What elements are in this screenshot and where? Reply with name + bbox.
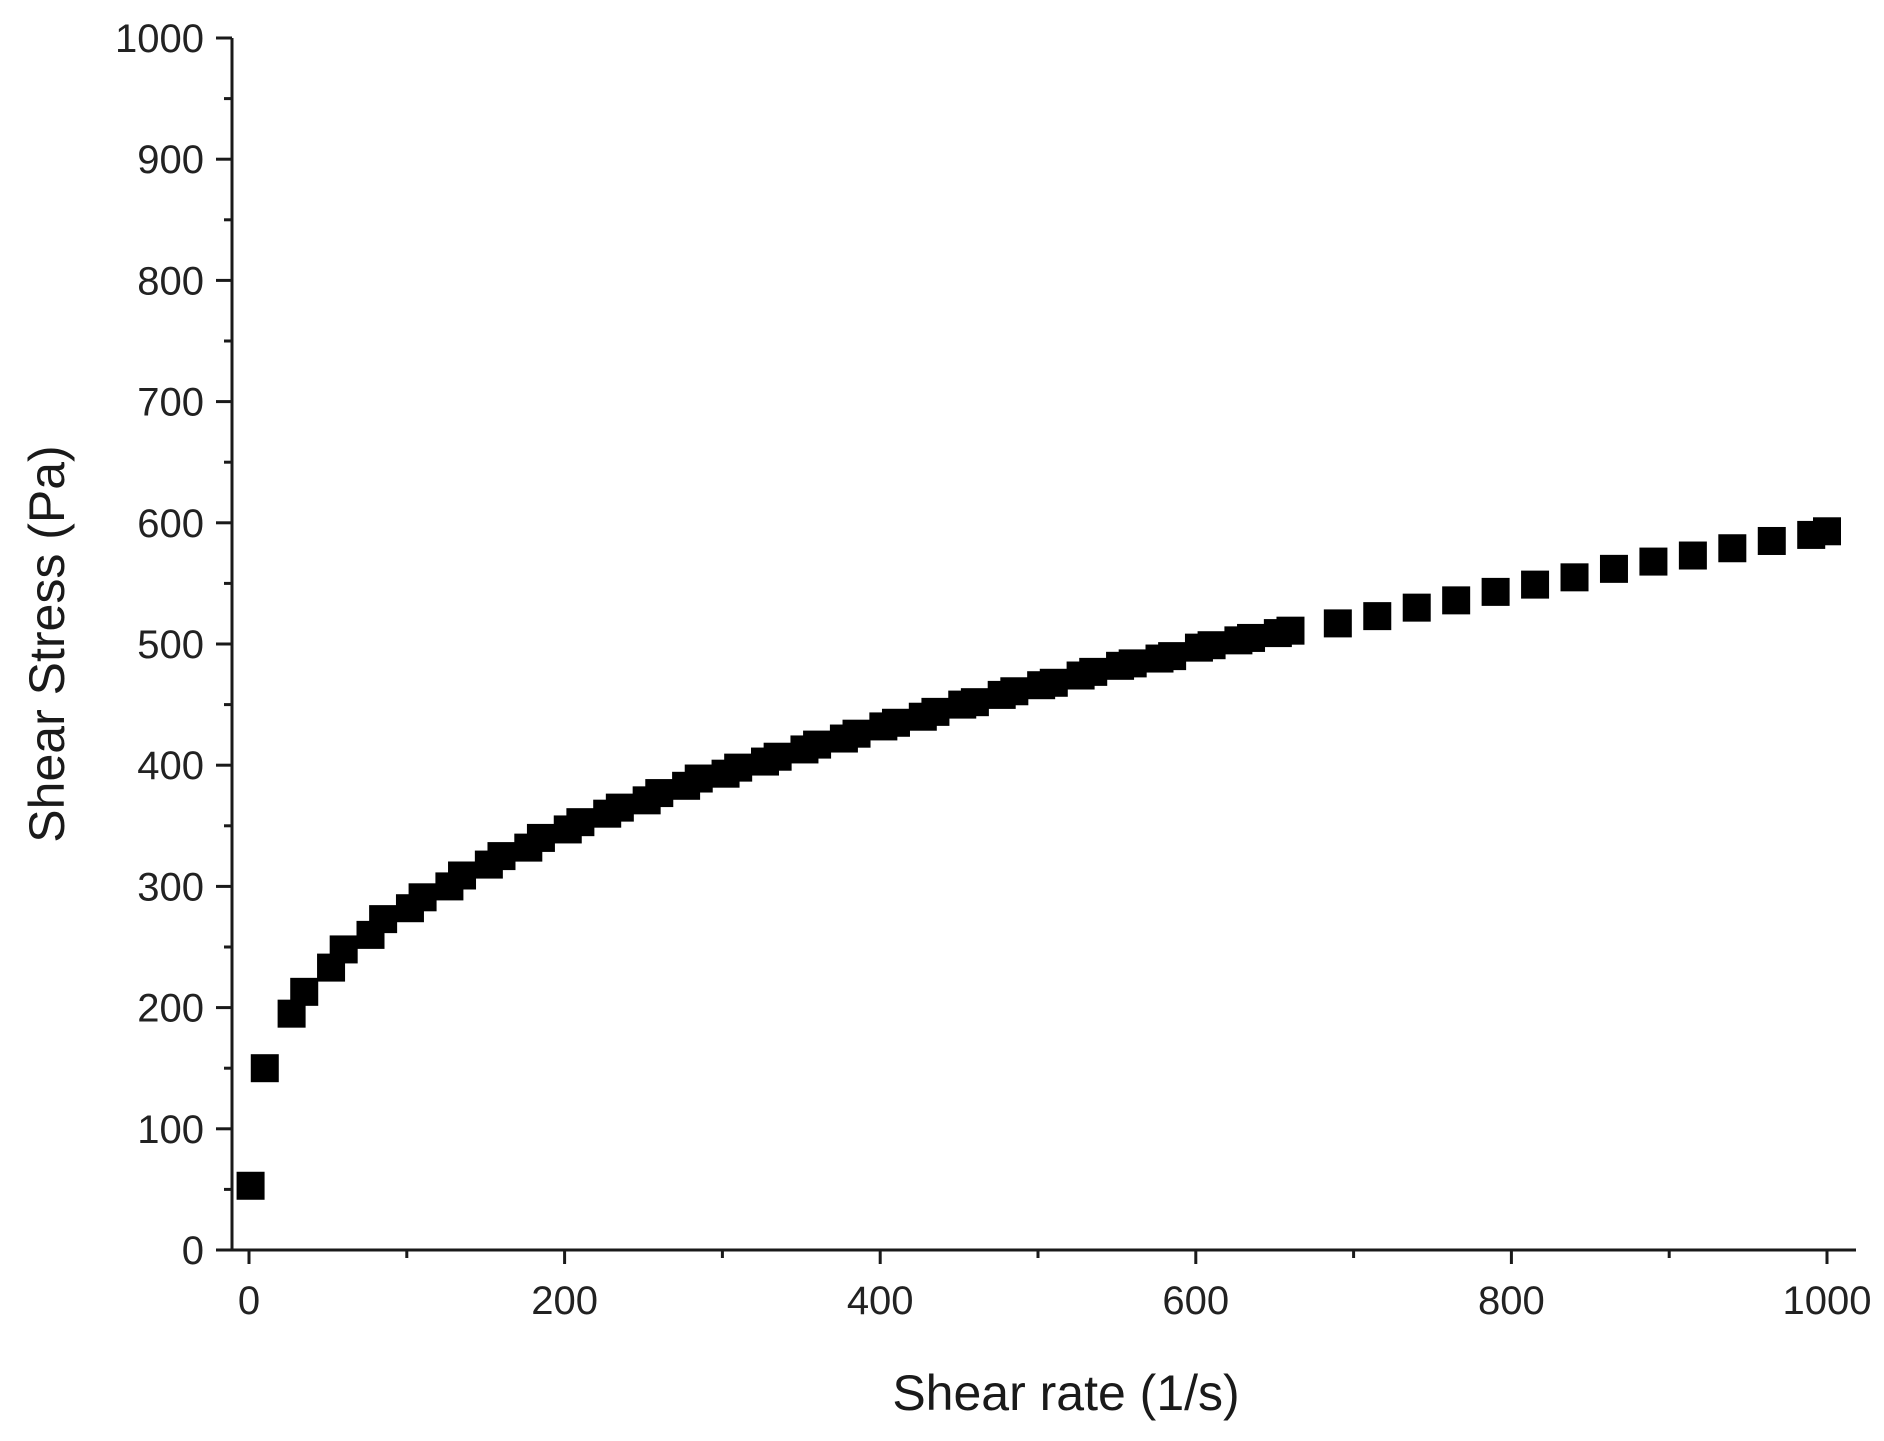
x-tick-label: 600 <box>1162 1279 1229 1323</box>
y-tick-label: 200 <box>137 987 204 1031</box>
data-point <box>566 808 595 837</box>
x-tick-label: 200 <box>531 1279 598 1323</box>
y-tick-label: 100 <box>137 1108 204 1152</box>
data-point <box>1402 593 1431 622</box>
data-point <box>763 742 792 771</box>
y-tick-label: 600 <box>137 502 204 546</box>
y-tick-label: 400 <box>137 744 204 788</box>
data-point <box>1757 526 1786 555</box>
y-tick-label: 1000 <box>115 17 204 61</box>
data-point <box>1363 602 1392 631</box>
x-tick-label: 0 <box>238 1279 260 1323</box>
y-tick-label: 800 <box>137 259 204 303</box>
data-point <box>1158 642 1187 671</box>
x-axis-title: Shear rate (1/s) <box>892 1365 1239 1421</box>
data-point <box>1197 631 1226 660</box>
data-point <box>1276 616 1305 645</box>
x-axis-ticks: 0 200 400 600 800 1000 <box>238 1250 1872 1323</box>
data-point <box>881 708 910 737</box>
data-point <box>526 823 555 852</box>
y-axis-title: Shear Stress (Pa) <box>19 445 75 842</box>
data-point <box>960 688 989 717</box>
data-point <box>448 861 477 890</box>
data-point <box>236 1171 265 1200</box>
data-point <box>1323 609 1352 638</box>
x-tick-label: 1000 <box>1783 1279 1872 1323</box>
data-point <box>408 883 437 912</box>
data-point <box>369 905 398 934</box>
data-point <box>250 1054 279 1083</box>
data-point <box>1813 517 1841 546</box>
data-point <box>1521 570 1550 599</box>
data-point <box>290 977 319 1006</box>
data-point <box>684 764 713 793</box>
data-point <box>1481 577 1510 606</box>
y-tick-label: 900 <box>137 138 204 182</box>
data-point <box>1079 657 1108 686</box>
data-point <box>605 793 634 822</box>
data-point <box>1237 623 1266 652</box>
data-point <box>1599 554 1628 583</box>
data-point <box>842 719 871 748</box>
data-point <box>1678 541 1707 570</box>
y-tick-label: 700 <box>137 381 204 425</box>
data-point <box>1118 649 1147 678</box>
data-point <box>1718 534 1747 563</box>
data-point <box>1000 677 1029 706</box>
data-point <box>1639 547 1668 576</box>
y-tick-label: 300 <box>137 865 204 909</box>
data-points <box>236 517 1841 1200</box>
y-axis-ticks: 0 100 200 300 400 500 600 700 800 900 1000 <box>115 17 232 1273</box>
data-point <box>803 730 832 759</box>
x-tick-label: 800 <box>1478 1279 1545 1323</box>
data-point <box>921 697 950 726</box>
data-point <box>329 935 358 964</box>
x-tick-label: 400 <box>847 1279 914 1323</box>
y-tick-label: 500 <box>137 623 204 667</box>
data-point <box>1039 668 1068 697</box>
data-point <box>1442 586 1471 615</box>
data-point <box>487 842 516 871</box>
data-point <box>645 779 674 808</box>
y-tick-label: 0 <box>182 1229 204 1273</box>
data-point <box>724 753 753 782</box>
data-point <box>1560 563 1589 592</box>
axes <box>230 38 1856 1252</box>
